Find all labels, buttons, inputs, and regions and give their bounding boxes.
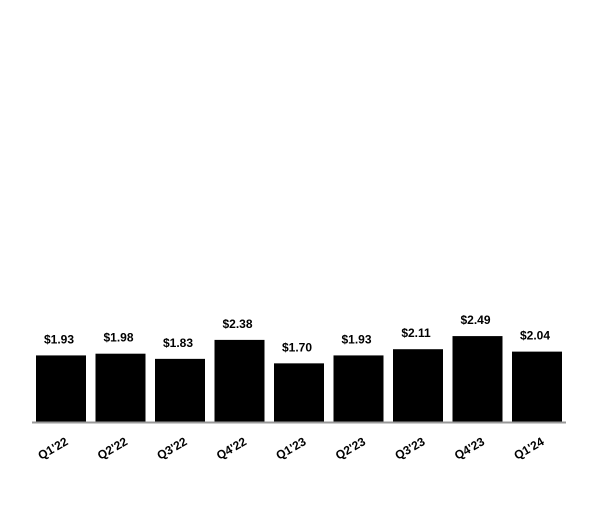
x-tick-label: Q2'23 (333, 434, 368, 462)
bar (333, 355, 384, 422)
value-label: $2.49 (460, 313, 490, 327)
value-label: $1.83 (163, 336, 193, 350)
value-label: $1.70 (282, 340, 312, 354)
bar (214, 339, 265, 422)
value-label: $1.93 (44, 332, 74, 346)
value-label: $2.11 (401, 326, 431, 340)
x-tick-label: Q2'22 (95, 434, 130, 462)
bar (36, 355, 86, 422)
bar (393, 349, 443, 422)
x-tick-label: Q4'22 (214, 434, 249, 462)
x-tick-label: Q1'24 (512, 434, 547, 462)
bar (452, 336, 503, 422)
x-tick-label: Q3'23 (393, 434, 428, 462)
bar (512, 351, 562, 422)
bar (95, 353, 146, 422)
bar (155, 358, 205, 422)
value-label: $1.98 (103, 331, 133, 345)
x-tick-label: Q4'23 (452, 434, 487, 462)
bar (274, 363, 324, 422)
value-label: $2.04 (520, 329, 550, 343)
x-tick-label: Q1'23 (274, 434, 309, 462)
x-tick-label: Q3'22 (155, 434, 190, 462)
value-label: $2.38 (222, 317, 252, 331)
x-tick-label: Q1'22 (36, 434, 71, 462)
value-label: $1.93 (341, 332, 371, 346)
